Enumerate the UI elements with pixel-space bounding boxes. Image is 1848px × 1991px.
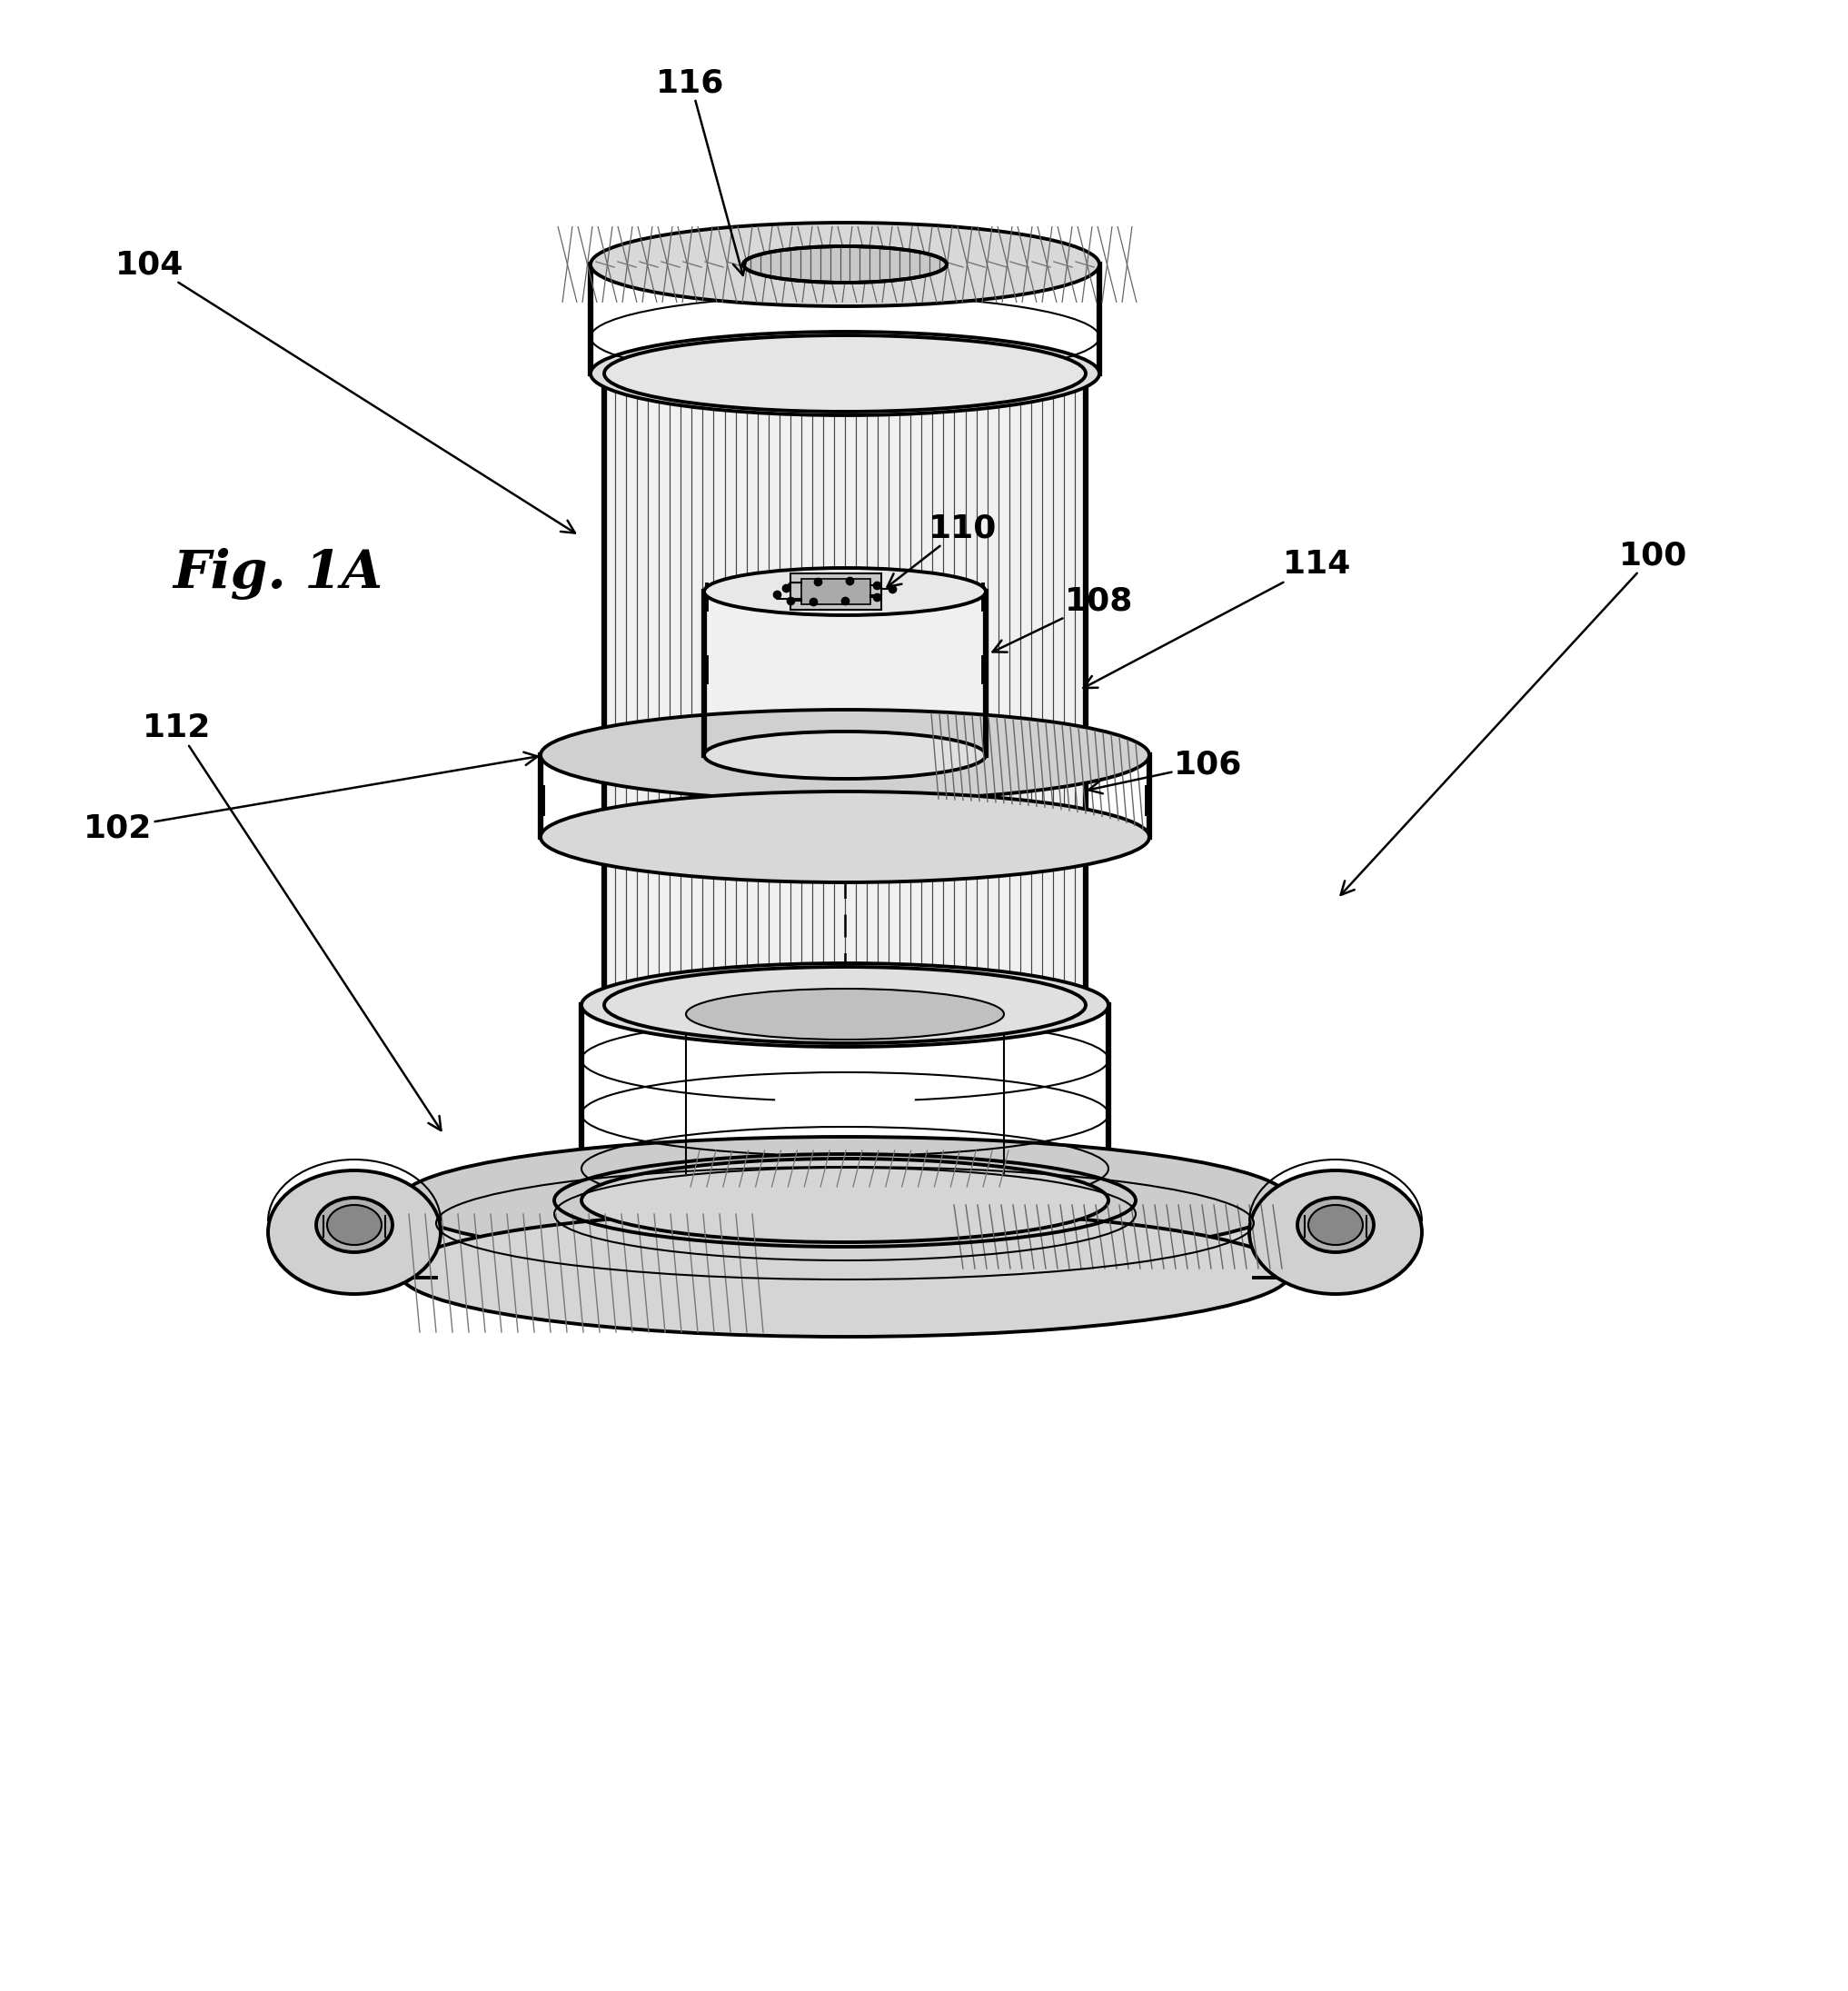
Bar: [802, 579, 870, 605]
Ellipse shape: [582, 1159, 1109, 1242]
Ellipse shape: [316, 1199, 392, 1252]
Ellipse shape: [704, 567, 985, 615]
Ellipse shape: [399, 1209, 1290, 1336]
Bar: [791, 573, 881, 609]
Text: 112: 112: [142, 713, 442, 1131]
Ellipse shape: [1297, 1199, 1373, 1252]
Ellipse shape: [268, 1171, 440, 1294]
Text: 106: 106: [1088, 749, 1242, 794]
Text: Fig. 1A: Fig. 1A: [172, 548, 383, 599]
Ellipse shape: [541, 709, 1149, 800]
Ellipse shape: [1249, 1171, 1421, 1294]
Ellipse shape: [743, 247, 946, 283]
Text: 108: 108: [992, 585, 1133, 653]
Text: 116: 116: [656, 68, 747, 275]
Text: 100: 100: [1340, 540, 1687, 896]
Ellipse shape: [704, 731, 985, 778]
Ellipse shape: [541, 792, 1149, 882]
Ellipse shape: [686, 990, 1003, 1039]
Ellipse shape: [604, 334, 1087, 412]
Ellipse shape: [582, 964, 1109, 1047]
Ellipse shape: [399, 1137, 1290, 1264]
Ellipse shape: [327, 1205, 381, 1244]
Text: 110: 110: [887, 512, 998, 587]
Ellipse shape: [591, 223, 1100, 307]
Ellipse shape: [604, 968, 1087, 1043]
Text: 114: 114: [1083, 550, 1351, 689]
Text: 102: 102: [83, 753, 538, 844]
Text: 104: 104: [116, 249, 575, 534]
Ellipse shape: [591, 332, 1100, 416]
Ellipse shape: [1308, 1205, 1362, 1244]
